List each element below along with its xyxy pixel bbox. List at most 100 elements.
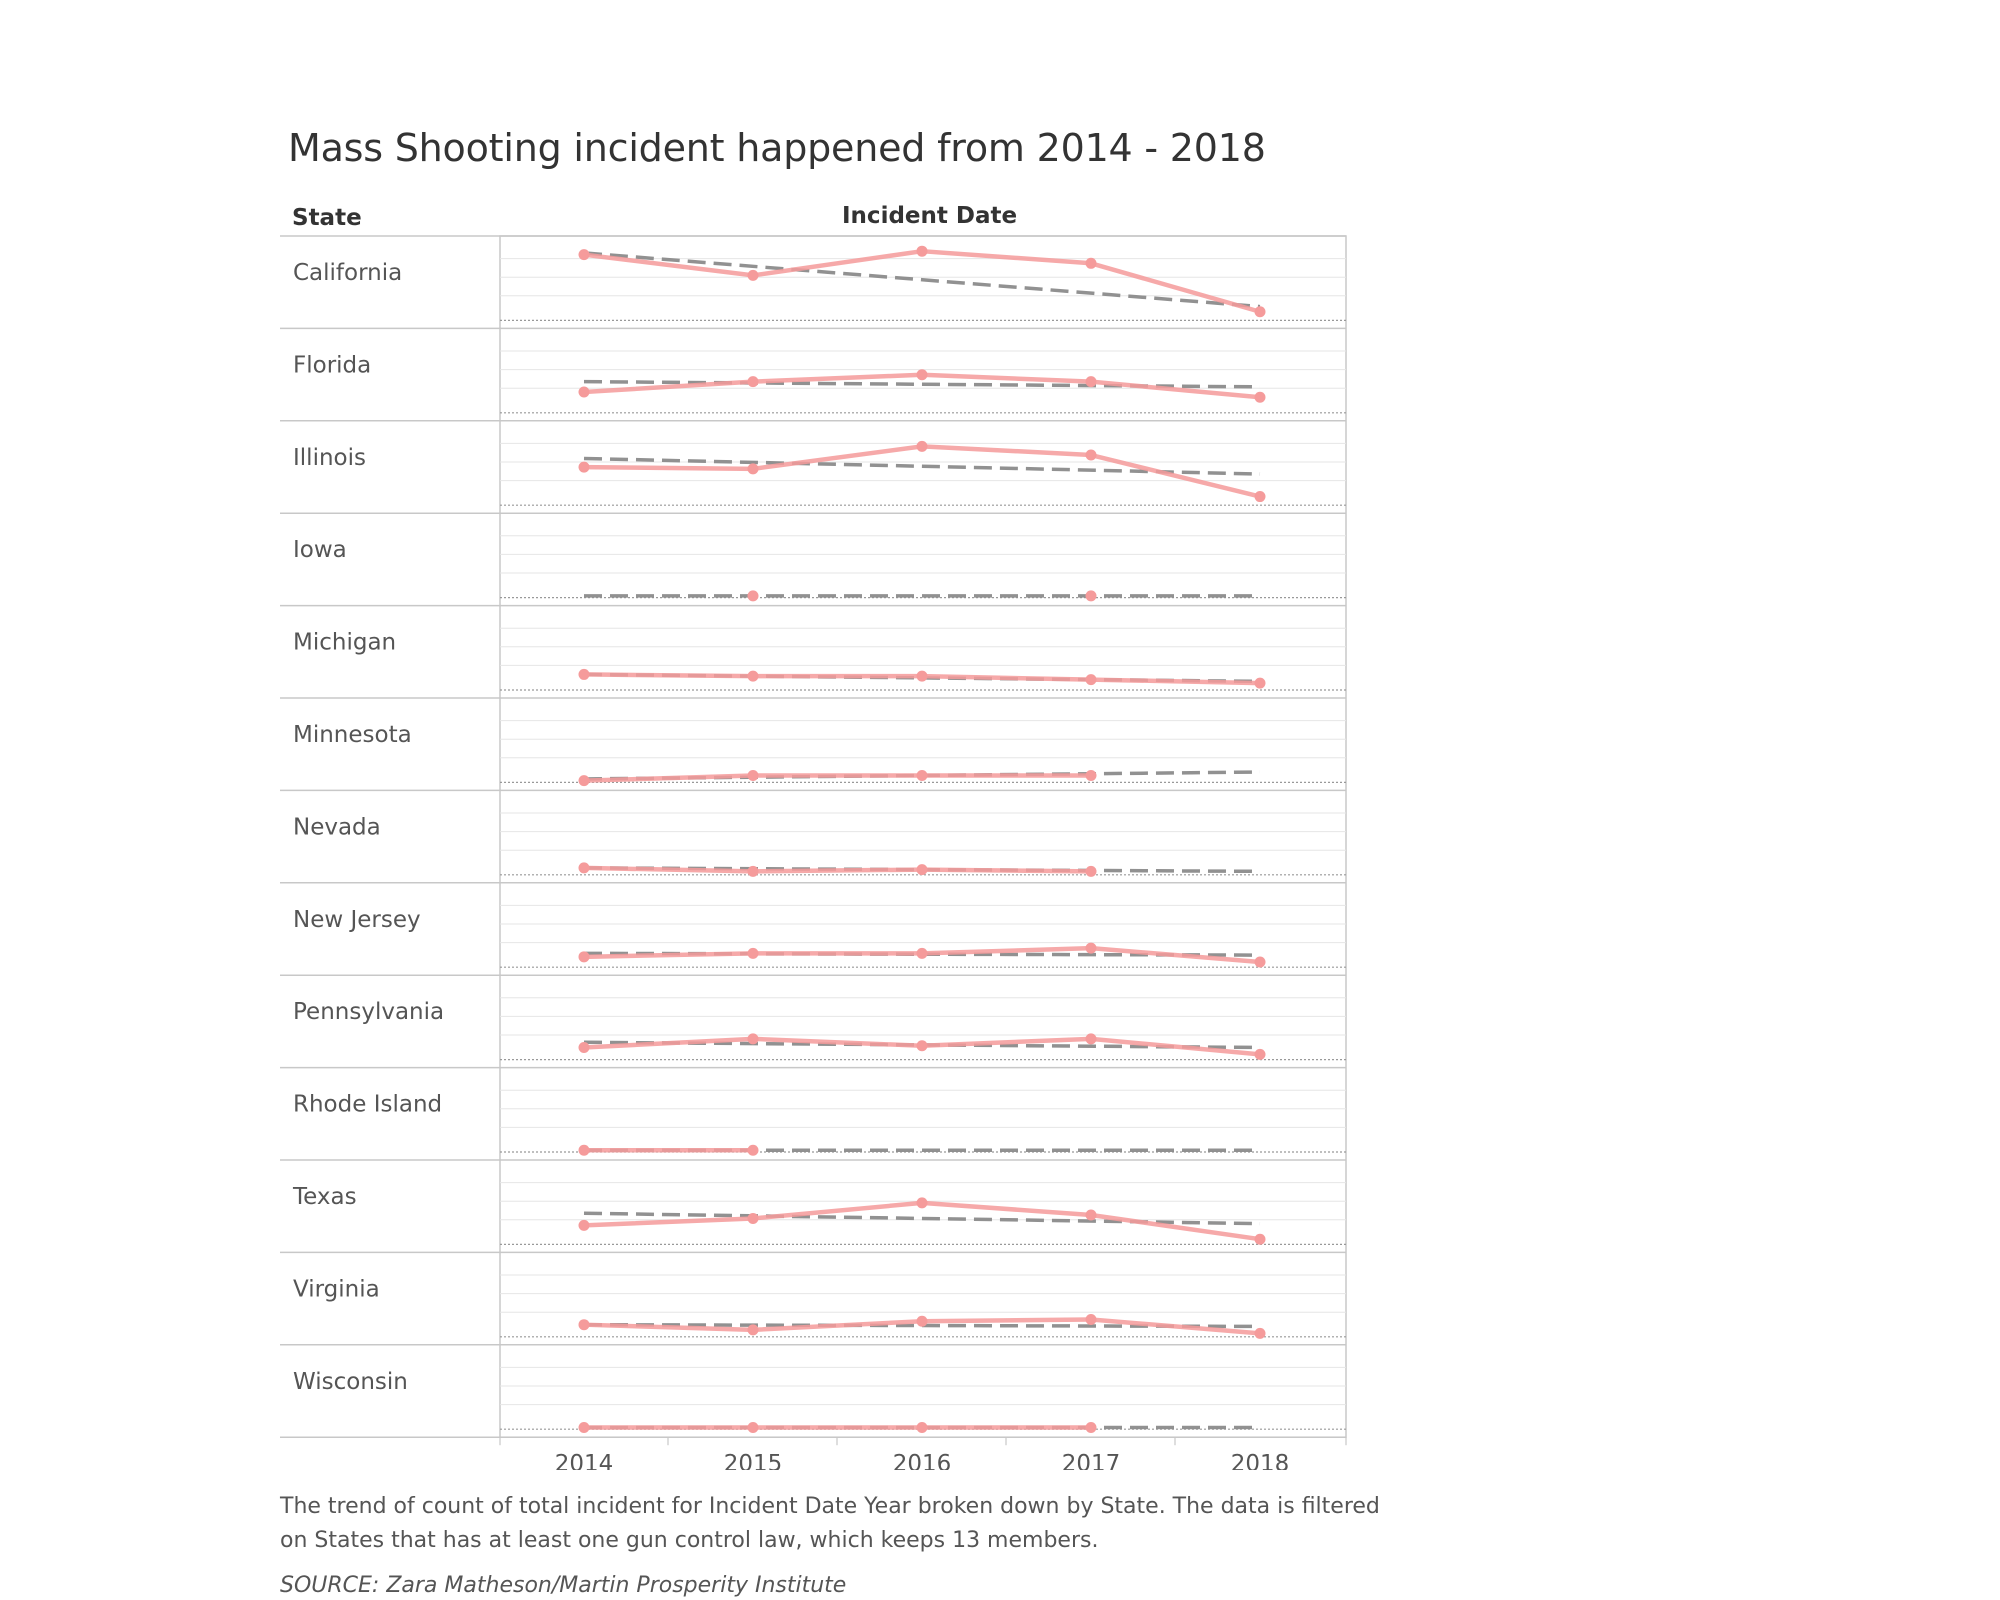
data-point — [578, 951, 590, 963]
state-label: Texas — [292, 1184, 357, 1210]
state-label: Florida — [293, 352, 371, 378]
data-point — [578, 775, 590, 787]
x-tick-label: 2016 — [893, 1451, 952, 1470]
data-point — [578, 862, 590, 874]
data-point — [1254, 1233, 1266, 1245]
series-line-segment — [1088, 945, 1263, 965]
series-line-segment — [1088, 261, 1263, 314]
series-line-segment — [750, 372, 925, 384]
data-point — [1085, 1313, 1097, 1325]
state-label: Minnesota — [293, 722, 412, 748]
series-line-segment — [581, 951, 756, 960]
trend-chart: California Florida Illinois Iowa Michigan Min… — [280, 235, 1347, 1470]
data-point — [578, 386, 590, 398]
incident-date-column-header: Incident Date — [842, 203, 1018, 229]
chart-source: SOURCE: Zara Matheson/Martin Prosperity … — [280, 1573, 847, 1598]
data-point — [747, 1212, 759, 1224]
data-point — [1085, 865, 1097, 877]
data-point — [747, 1033, 759, 1045]
series-line-segment — [581, 252, 756, 278]
series-line-segment — [750, 1200, 925, 1221]
x-tick-label: 2015 — [724, 1451, 783, 1470]
series-line-segment — [750, 248, 925, 278]
data-point — [916, 864, 928, 876]
data-point — [916, 1040, 928, 1052]
data-point — [916, 1197, 928, 1209]
state-label: Wisconsin — [293, 1369, 408, 1395]
series-line-segment — [581, 1216, 756, 1228]
series-line-segment — [919, 867, 1094, 874]
data-point — [747, 1324, 759, 1336]
data-point — [1254, 1327, 1266, 1339]
data-point — [1085, 590, 1097, 602]
series-line-segment — [750, 1036, 925, 1049]
series-line-segment — [919, 1036, 1094, 1049]
data-point — [747, 1144, 759, 1156]
data-point — [1085, 1421, 1097, 1433]
state-column-header: State — [292, 205, 362, 231]
state-label: Michigan — [293, 630, 396, 656]
series-line-segment — [1088, 1317, 1263, 1336]
trend-line — [583, 251, 1261, 309]
data-point — [747, 590, 759, 602]
data-point — [578, 461, 590, 473]
series-line-segment — [919, 1317, 1094, 1324]
data-point — [916, 670, 928, 682]
series-line-segment — [1088, 1036, 1263, 1057]
series-line-segment — [1088, 677, 1263, 686]
data-point — [1085, 376, 1097, 388]
data-point — [578, 1421, 590, 1433]
series-line-segment — [919, 945, 1094, 956]
data-point — [747, 947, 759, 959]
data-point — [1085, 942, 1097, 954]
data-point — [1254, 1048, 1266, 1060]
data-point — [916, 440, 928, 452]
state-label: New Jersey — [293, 907, 421, 933]
series-line-segment — [1088, 452, 1263, 499]
data-point — [578, 1041, 590, 1053]
plot-frame — [499, 235, 1347, 1438]
state-label: California — [293, 260, 402, 286]
series-line-segment — [750, 444, 925, 472]
data-point — [1085, 257, 1097, 269]
chart-title: Mass Shooting incident happened from 201… — [288, 126, 1266, 170]
data-point — [916, 769, 928, 781]
data-point — [916, 1315, 928, 1327]
data-point — [1254, 391, 1266, 403]
series-line-segment — [919, 1200, 1094, 1218]
chart-caption: The trend of count of total incident for… — [280, 1494, 1380, 1553]
state-label: Virginia — [293, 1276, 380, 1302]
data-point — [747, 769, 759, 781]
data-point — [578, 249, 590, 261]
x-tick-label: 2014 — [555, 1451, 614, 1470]
data-point — [1085, 449, 1097, 461]
trend-line — [583, 456, 1261, 476]
data-point — [1085, 769, 1097, 781]
data-point — [747, 670, 759, 682]
series-line-segment — [750, 867, 925, 874]
data-point — [1254, 491, 1266, 503]
data-point — [916, 245, 928, 257]
state-label: Nevada — [293, 814, 381, 840]
series-line-segment — [581, 379, 756, 395]
series-line-segment — [919, 248, 1094, 266]
data-point — [1254, 306, 1266, 318]
series-line-segment — [919, 673, 1094, 682]
state-label: Iowa — [293, 537, 347, 563]
data-point — [578, 1219, 590, 1231]
data-point — [747, 269, 759, 281]
series-line-segment — [581, 865, 756, 874]
data-point — [916, 369, 928, 381]
data-point — [578, 1319, 590, 1331]
data-point — [1254, 677, 1266, 689]
data-point — [1254, 956, 1266, 968]
series-line-segment — [1088, 1212, 1263, 1242]
data-point — [916, 1421, 928, 1433]
data-point — [578, 1144, 590, 1156]
data-point — [1085, 1033, 1097, 1045]
series-line-segment — [581, 672, 756, 679]
series-line-segment — [581, 1322, 756, 1333]
series-line-segment — [581, 773, 756, 783]
series-line-segment — [750, 1318, 925, 1333]
series-line-segment — [581, 1036, 756, 1050]
